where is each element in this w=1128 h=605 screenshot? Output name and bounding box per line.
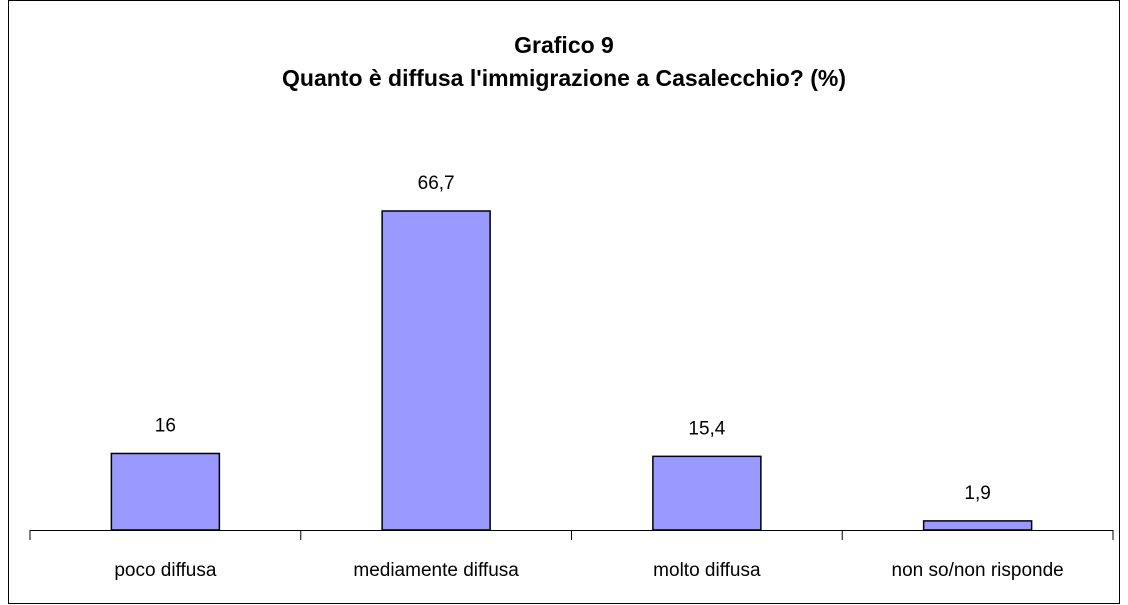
bar	[381, 210, 491, 531]
value-label: 66,7	[418, 173, 455, 194]
chart-title: Grafico 9	[514, 32, 614, 58]
value-label: 15,4	[688, 418, 725, 439]
bar	[110, 452, 221, 531]
x-tick-label: mediamente diffusa	[353, 560, 519, 581]
chart-subtitle: Quanto è diffusa l'immigrazione a Casale…	[282, 65, 846, 91]
bar	[922, 520, 1033, 531]
x-tick-label: poco diffusa	[114, 560, 217, 581]
value-label: 16	[155, 415, 176, 436]
bar	[652, 455, 762, 531]
x-tick-label: non so/non risponde	[892, 560, 1064, 581]
value-label: 1,9	[964, 483, 990, 504]
x-tick-label: molto diffusa	[653, 560, 761, 581]
